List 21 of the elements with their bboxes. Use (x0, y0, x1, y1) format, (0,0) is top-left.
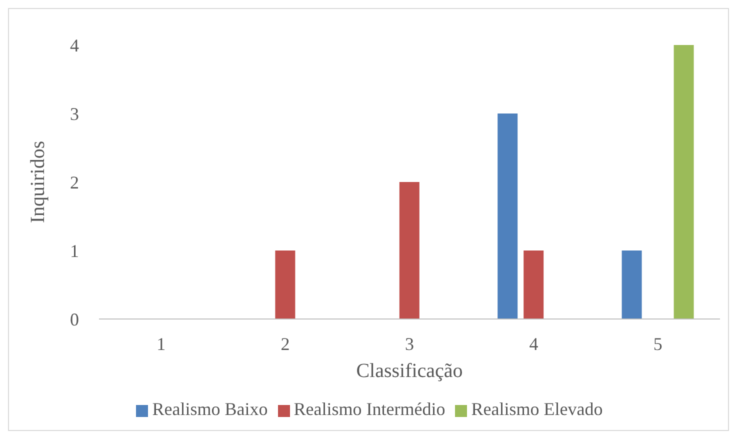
y-tick-label: 1 (70, 240, 79, 261)
bar (275, 250, 296, 319)
x-tick-label: 3 (405, 334, 414, 354)
bar (674, 45, 694, 319)
legend-label: Realismo Elevado (471, 399, 603, 419)
x-tick-label: 5 (653, 334, 662, 354)
y-axis-title: Inquiridos (27, 140, 50, 224)
x-tick-label: 2 (280, 334, 290, 354)
y-tick-label: 4 (70, 35, 79, 56)
legend-label: Realismo Intermédio (294, 399, 446, 419)
bar (399, 182, 420, 319)
x-tick-label: 1 (156, 334, 166, 354)
bar (622, 250, 642, 319)
y-tick-label: 3 (70, 104, 79, 124)
y-tick-label: 2 (70, 172, 79, 192)
legend-label: Realismo Baixo (152, 399, 268, 419)
x-axis-title: Classificação (356, 360, 463, 382)
x-tick-label: 4 (529, 334, 538, 354)
bar (524, 250, 544, 319)
bar (498, 114, 518, 319)
y-tick-label: 0 (70, 309, 79, 330)
